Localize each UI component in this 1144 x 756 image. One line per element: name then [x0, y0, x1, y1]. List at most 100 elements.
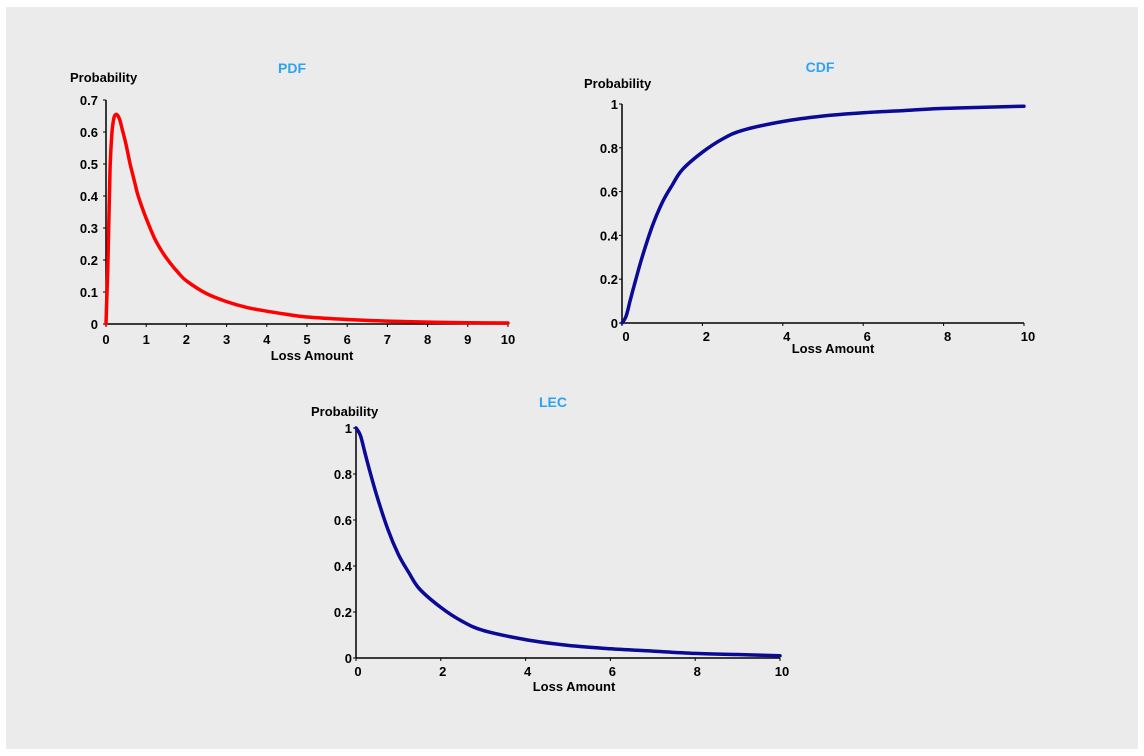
data-point	[225, 300, 227, 302]
data-point	[779, 655, 781, 657]
x-axis-label: Loss Amount	[533, 679, 616, 694]
chart-panel	[6, 7, 1138, 749]
data-point	[671, 184, 673, 186]
data-point	[109, 169, 111, 171]
data-point	[121, 128, 123, 130]
x-tick-label: 2	[439, 664, 446, 679]
data-point	[426, 321, 428, 323]
y-axis-label: Probability	[311, 404, 379, 419]
data-point	[286, 313, 288, 315]
y-tick-label: 1	[611, 97, 618, 112]
x-tick-label: 10	[1021, 329, 1035, 344]
y-tick-label: 0	[345, 651, 352, 666]
data-point	[736, 653, 738, 655]
data-point	[115, 113, 117, 115]
y-tick-label: 0.6	[600, 185, 618, 200]
data-point	[137, 195, 139, 197]
data-point	[782, 120, 784, 122]
y-axis-label: Probability	[70, 70, 138, 85]
x-tick-label: 6	[344, 332, 351, 347]
data-point	[113, 116, 115, 118]
x-tick-label: 0	[354, 664, 361, 679]
data-point	[111, 131, 113, 133]
data-point	[185, 280, 187, 282]
y-tick-label: 0.2	[80, 253, 98, 268]
x-tick-label: 6	[609, 664, 616, 679]
data-point	[467, 322, 469, 324]
data-point	[355, 427, 357, 429]
data-point	[363, 450, 365, 452]
x-tick-label: 7	[384, 332, 391, 347]
chart-title: PDF	[278, 60, 306, 76]
x-tick-label: 4	[263, 332, 271, 347]
data-point	[133, 179, 135, 181]
x-tick-label: 5	[303, 332, 310, 347]
data-point	[651, 225, 653, 227]
y-tick-label: 0.5	[80, 157, 98, 172]
data-point	[440, 606, 442, 608]
x-tick-label: 8	[424, 332, 431, 347]
data-point	[306, 316, 308, 318]
x-tick-label: 4	[783, 329, 791, 344]
x-tick-label: 0	[102, 332, 109, 347]
data-point	[145, 217, 147, 219]
data-point	[701, 151, 703, 153]
data-point	[942, 107, 944, 109]
data-point	[694, 652, 696, 654]
y-tick-label: 0.1	[80, 285, 98, 300]
x-tick-label: 3	[223, 332, 230, 347]
data-point	[741, 129, 743, 131]
x-axis-label: Loss Amount	[792, 341, 875, 356]
x-tick-label: 0	[622, 329, 629, 344]
data-point	[461, 620, 463, 622]
data-point	[119, 120, 121, 122]
data-point	[482, 629, 484, 631]
y-tick-label: 0.2	[600, 272, 618, 287]
data-point	[153, 236, 155, 238]
data-point	[822, 115, 824, 117]
x-tick-label: 1	[143, 332, 150, 347]
data-point	[205, 292, 207, 294]
y-tick-label: 1	[345, 421, 352, 436]
series-line	[104, 112, 510, 326]
data-point	[507, 322, 509, 324]
x-tick-label: 2	[183, 332, 190, 347]
data-point	[408, 572, 410, 574]
y-tick-label: 0.6	[334, 513, 352, 528]
y-tick-label: 0.7	[80, 93, 98, 108]
chart-title: LEC	[539, 394, 567, 410]
data-point	[629, 300, 631, 302]
data-point	[117, 115, 119, 117]
data-point	[625, 315, 627, 317]
chart-title: CDF	[806, 59, 835, 75]
data-point	[105, 323, 107, 325]
x-tick-label: 4	[524, 664, 532, 679]
x-tick-label: 10	[501, 332, 515, 347]
series-line	[620, 104, 1026, 325]
data-point	[681, 169, 683, 171]
data-point	[983, 106, 985, 108]
data-point	[125, 144, 127, 146]
x-tick-label: 10	[775, 664, 789, 679]
data-point	[359, 434, 361, 436]
x-tick-label: 6	[864, 329, 871, 344]
data-point	[169, 262, 171, 264]
data-point	[609, 648, 611, 650]
y-tick-label: 0.6	[80, 125, 98, 140]
data-point	[633, 285, 635, 287]
y-tick-label: 0.2	[334, 605, 352, 620]
data-point	[661, 201, 663, 203]
y-tick-label: 0.8	[600, 141, 618, 156]
data-point	[1023, 105, 1025, 107]
data-point	[346, 318, 348, 320]
y-tick-label: 0.8	[334, 467, 352, 482]
series-line	[354, 426, 782, 658]
chart-pdf: PDF Probability Loss Amount 0 0.1 0.2 0.3 0.4 0.…	[70, 60, 515, 363]
y-axis-label: Probability	[584, 76, 652, 91]
data-point	[376, 496, 378, 498]
data-point	[387, 528, 389, 530]
data-point	[246, 306, 248, 308]
data-point	[386, 320, 388, 322]
